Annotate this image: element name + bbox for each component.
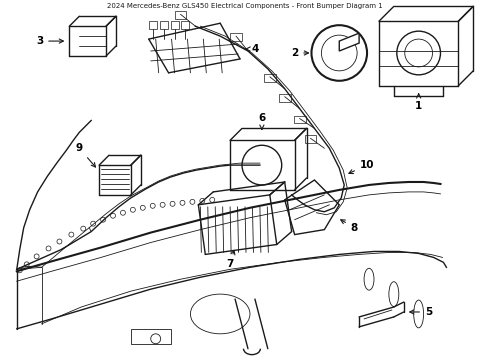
FancyBboxPatch shape [160, 21, 168, 29]
Text: 4: 4 [245, 44, 259, 54]
Text: 8: 8 [341, 220, 358, 233]
FancyBboxPatch shape [181, 21, 190, 29]
Polygon shape [285, 180, 339, 235]
FancyBboxPatch shape [131, 329, 171, 344]
FancyBboxPatch shape [294, 116, 306, 123]
FancyBboxPatch shape [305, 135, 317, 143]
FancyBboxPatch shape [230, 33, 242, 41]
Text: 2: 2 [291, 48, 309, 58]
Text: 5: 5 [410, 307, 432, 317]
Ellipse shape [414, 300, 424, 328]
Text: 10: 10 [349, 160, 374, 174]
Ellipse shape [191, 294, 250, 334]
Text: 6: 6 [258, 113, 266, 129]
FancyBboxPatch shape [279, 94, 291, 102]
Polygon shape [339, 33, 359, 51]
Text: 2024 Mercedes-Benz GLS450 Electrical Components - Front Bumper Diagram 1: 2024 Mercedes-Benz GLS450 Electrical Com… [107, 3, 383, 9]
FancyBboxPatch shape [264, 74, 276, 82]
Text: 3: 3 [36, 36, 63, 46]
Ellipse shape [389, 282, 399, 306]
Text: 9: 9 [76, 143, 96, 167]
Ellipse shape [364, 268, 374, 290]
FancyBboxPatch shape [174, 11, 187, 19]
Text: 7: 7 [226, 250, 235, 269]
FancyBboxPatch shape [171, 21, 178, 29]
FancyBboxPatch shape [149, 21, 157, 29]
Text: 1: 1 [415, 94, 422, 111]
